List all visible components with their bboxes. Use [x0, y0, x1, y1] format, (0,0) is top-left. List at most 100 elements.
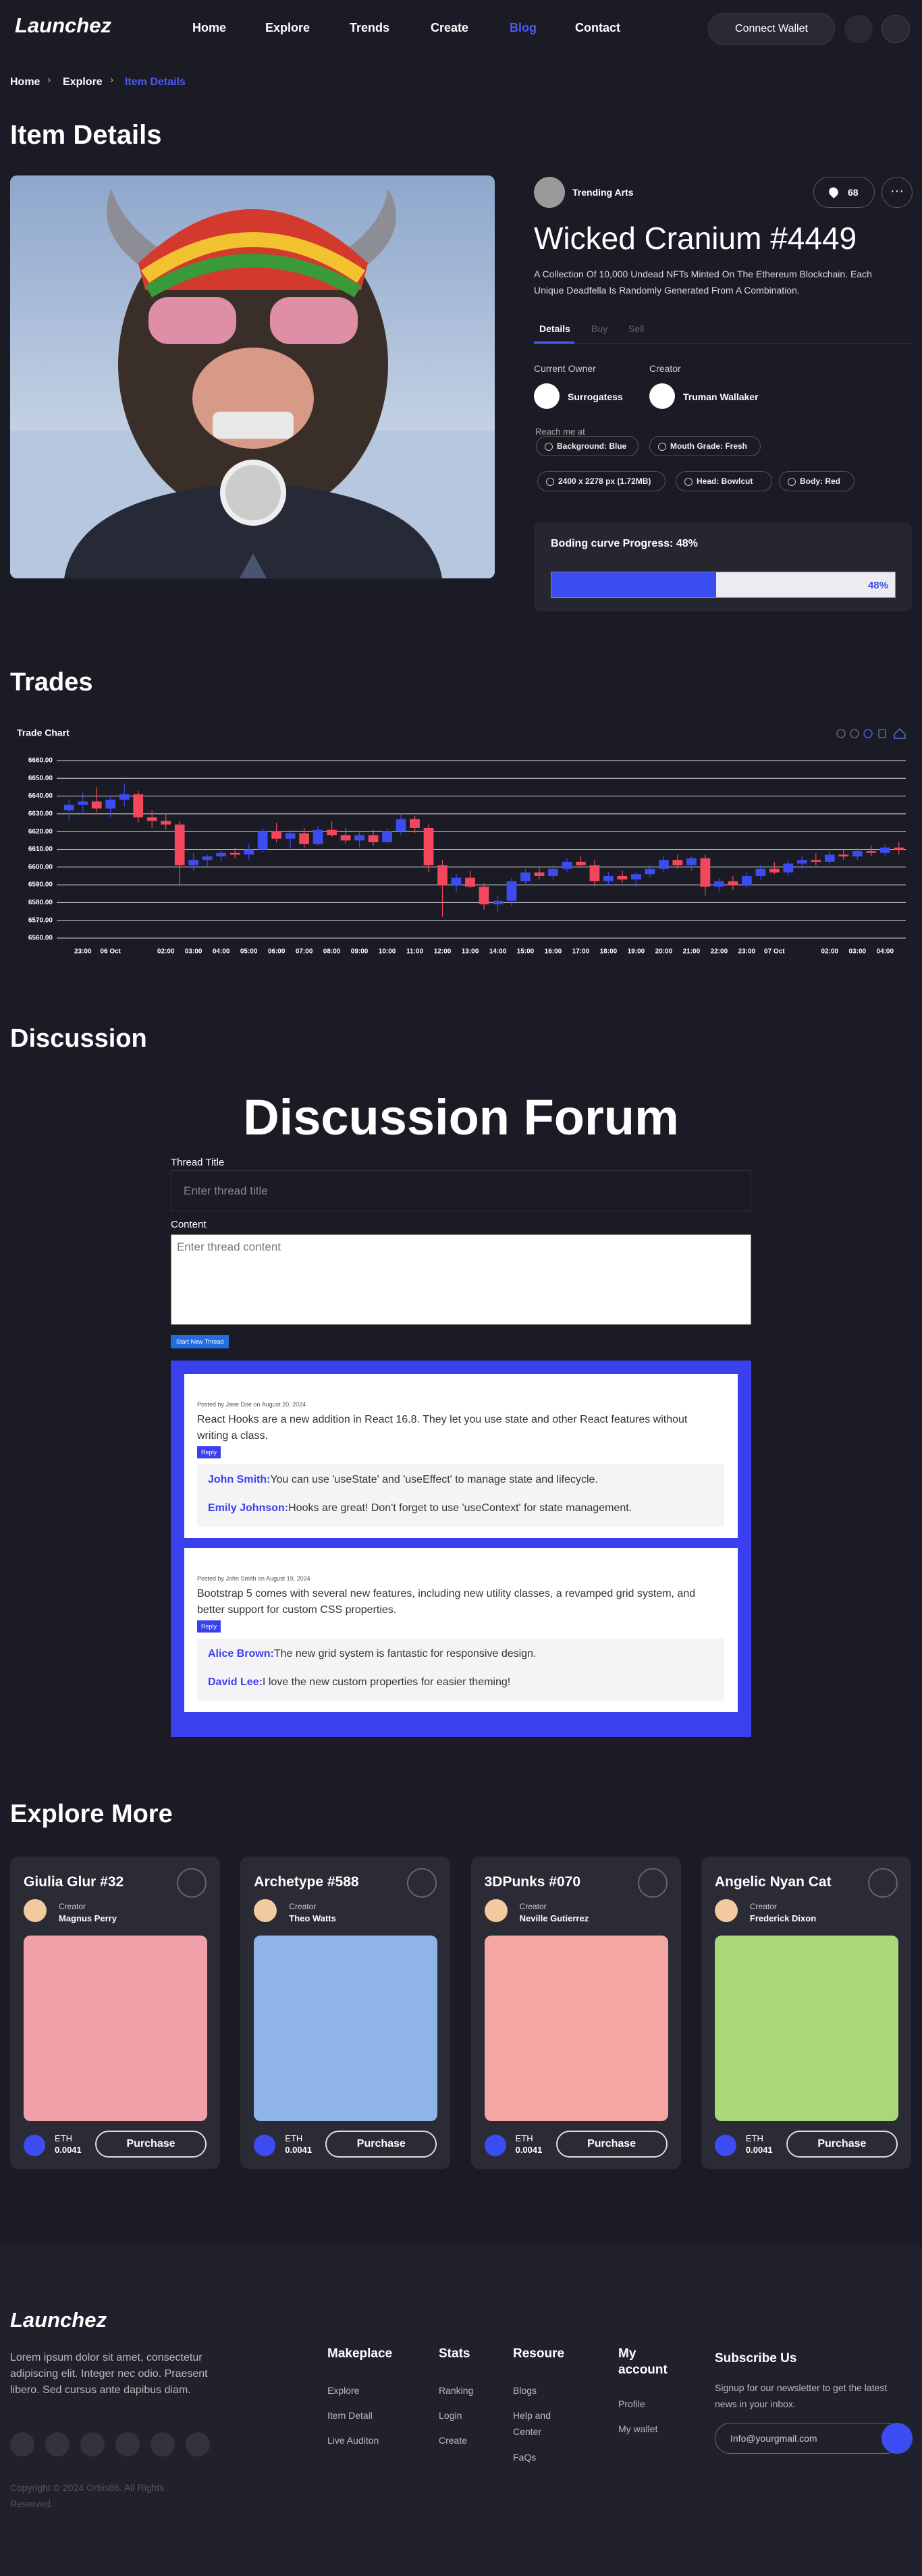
reply: Emily Johnson:Hooks are great! Don't for… [208, 1502, 632, 1514]
thread-title-input[interactable]: Enter thread title [171, 1170, 751, 1211]
tag: Background: Blue [536, 436, 639, 456]
footer-link[interactable]: FaQs [513, 2452, 537, 2463]
purchase-button[interactable]: Purchase [555, 2131, 668, 2158]
purchase-button[interactable]: Purchase [95, 2131, 207, 2158]
creator-name[interactable]: Truman Wallaker [683, 391, 759, 402]
candle-body [866, 851, 877, 853]
candle-body [713, 881, 724, 887]
reply-button[interactable]: Reply [197, 1446, 221, 1458]
y-tick-label: 6650.00 [28, 775, 53, 782]
candle-body [133, 794, 144, 818]
candle-body [645, 869, 655, 875]
x-tick-label: 02:00 [821, 948, 839, 956]
social-icon[interactable] [45, 2432, 70, 2457]
tag: 2400 x 2278 px (1.72MB) [537, 471, 666, 491]
purchase-button[interactable]: Purchase [325, 2131, 437, 2158]
purchase-button[interactable]: Purchase [786, 2131, 898, 2158]
candle-body [271, 831, 281, 839]
like-button[interactable] [637, 1868, 668, 1898]
chart-toolbar[interactable] [836, 728, 906, 739]
creator-avatar [254, 1899, 277, 1922]
footer-link[interactable]: Blogs [513, 2385, 537, 2396]
subscribe-button[interactable] [882, 2423, 913, 2454]
candle-body [811, 860, 821, 862]
tab[interactable]: Details [539, 323, 570, 334]
creator-label: Creator [289, 1902, 317, 1911]
owner-label: Current Owner [534, 363, 596, 374]
x-tick-label: 23:00 [74, 948, 92, 956]
tab[interactable]: Buy [591, 323, 608, 334]
logo[interactable]: Launchez [15, 13, 111, 37]
reply-button[interactable]: Reply [197, 1620, 221, 1633]
footer-link[interactable]: Live Auditon [327, 2435, 379, 2446]
more-button[interactable]: ··· [882, 177, 913, 208]
nav-link[interactable]: Contact [575, 21, 620, 34]
footer-link[interactable]: My wallet [618, 2423, 658, 2434]
x-tick-label: 03:00 [185, 948, 202, 956]
owner-name[interactable]: Surrogatess [568, 391, 623, 402]
candle-body [423, 827, 434, 866]
x-tick-label: 23:00 [738, 948, 756, 956]
candle-body [562, 861, 572, 869]
footer-link[interactable]: Profile [618, 2399, 645, 2409]
reply: Alice Brown:The new grid system is fanta… [208, 1648, 536, 1660]
connect-wallet[interactable]: Connect Wallet [708, 13, 835, 45]
breadcrumb-link[interactable]: Home [10, 76, 40, 88]
collection-name[interactable]: Trending Arts [572, 187, 634, 198]
social-icon[interactable] [115, 2432, 140, 2457]
progress-fill [551, 572, 717, 597]
email-input[interactable]: Info@yourgmail.com [715, 2423, 902, 2454]
creator-name: Neville Gutierrez [519, 1913, 589, 1923]
card-title: Angelic Nyan Cat [714, 1874, 832, 1890]
candle-body [672, 860, 683, 866]
nav-link[interactable]: Home [192, 21, 227, 34]
post-text: Bootstrap 5 comes with several new featu… [197, 1588, 696, 1616]
nav-link[interactable]: Trends [350, 21, 390, 34]
eth-icon [484, 2135, 506, 2156]
nav-link[interactable]: Blog [510, 21, 537, 34]
social-icon[interactable] [10, 2432, 34, 2457]
like-button[interactable] [867, 1868, 898, 1898]
nav-link[interactable]: Create [431, 21, 469, 34]
like-button[interactable] [177, 1868, 207, 1898]
copyright: Copyright © 2024 Orbis86. All Rights Res… [10, 2482, 165, 2509]
footer-logo[interactable]: Launchez [10, 2308, 107, 2332]
nft-card[interactable]: Giulia Glur #32 Creator Magnus Perry ETH 0.0… [10, 1857, 220, 2169]
social-icon[interactable] [186, 2432, 210, 2457]
nft-card[interactable]: Angelic Nyan Cat Creator Frederick Dixon ET… [701, 1857, 911, 2169]
footer-link[interactable]: Ranking [439, 2385, 474, 2396]
like-button[interactable]: 68 [813, 177, 875, 208]
footer-link[interactable]: Explore [327, 2385, 360, 2396]
y-tick-label: 6640.00 [28, 792, 53, 800]
tab[interactable]: Sell [628, 323, 645, 334]
footer-about: Lorem ipsum dolor sit amet, consectetur … [10, 2352, 208, 2396]
login-icon[interactable] [844, 15, 873, 43]
footer-link[interactable]: Create [439, 2435, 468, 2446]
candle-body [188, 860, 199, 866]
start-thread-button[interactable]: Start New Thread [171, 1335, 229, 1348]
x-tick-label: 10:00 [379, 948, 396, 956]
nft-card[interactable]: Archetype #588 Creator Theo Watts ETH 0.0041… [240, 1857, 451, 2169]
candle-body [451, 877, 462, 885]
section-heading: Explore More [10, 1800, 173, 1828]
content-textarea[interactable]: Enter thread content [171, 1234, 751, 1325]
social-icon[interactable] [80, 2432, 105, 2457]
nav-link[interactable]: Explore [265, 21, 310, 34]
item-image [10, 175, 495, 578]
social-icon[interactable] [151, 2432, 175, 2457]
breadcrumb-link[interactable]: Explore [63, 76, 103, 88]
footer-link[interactable]: Item Detail [327, 2410, 373, 2421]
nft-card[interactable]: 3DPunks #070 Creator Neville Gutierrez ETH 0… [470, 1857, 681, 2169]
theme-toggle[interactable] [882, 15, 910, 43]
post-meta: Posted by John Smith on August 19, 2024 [197, 1575, 310, 1582]
footer-link[interactable]: Login [439, 2410, 462, 2421]
like-button[interactable] [407, 1868, 437, 1898]
item-description: A Collection Of 10,000 Undead NFTs Minte… [534, 269, 872, 296]
footer-link[interactable]: Help and Center [513, 2410, 551, 2437]
y-tick-label: 6660.00 [28, 757, 53, 765]
candle-body [700, 858, 711, 887]
progress-label: 48% [867, 580, 888, 591]
candle-body [576, 861, 586, 866]
reply-author: David Lee: [208, 1676, 263, 1688]
